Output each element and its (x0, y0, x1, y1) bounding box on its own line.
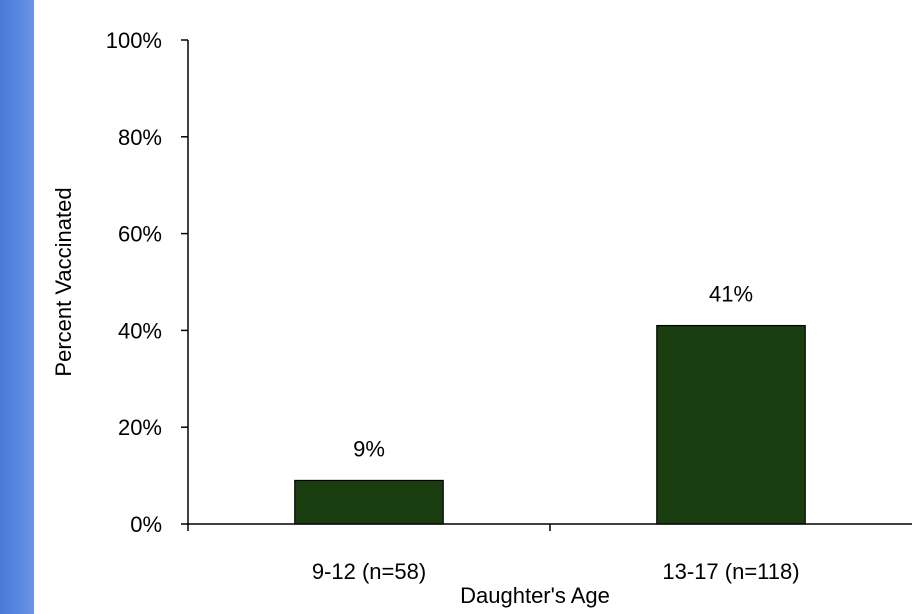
category-label: 13-17 (n=118) (662, 559, 799, 584)
data-label: 9% (353, 436, 385, 461)
side-band (0, 0, 34, 614)
y-tick-label: 80% (118, 125, 162, 150)
y-axis-title: Percent Vaccinated (51, 187, 76, 376)
y-tick-label: 60% (118, 222, 162, 247)
y-tick-label: 100% (106, 28, 162, 53)
y-tick-label: 20% (118, 415, 162, 440)
y-tick-label: 40% (118, 318, 162, 343)
data-label: 41% (709, 282, 753, 307)
bar (294, 479, 444, 525)
bar (656, 324, 806, 525)
bar-group: 9% 9-12 (n=58) 41% 13-17 (n=118) (294, 282, 806, 584)
y-tick-label: 0% (130, 512, 162, 537)
x-axis-title: Daughter's Age (460, 583, 610, 608)
y-tick-group: 0% 20% 40% 60% 80% 100% (106, 28, 551, 537)
category-label: 9-12 (n=58) (312, 559, 426, 584)
